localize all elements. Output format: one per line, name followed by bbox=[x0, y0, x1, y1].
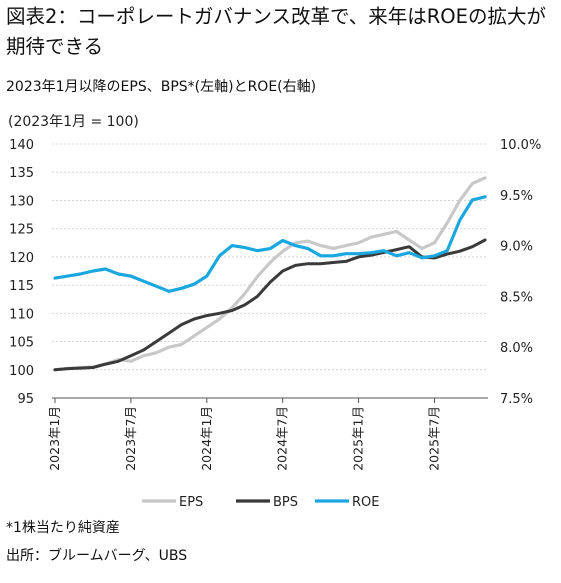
left-tick-label: 140 bbox=[9, 138, 34, 153]
left-tick-label: 100 bbox=[9, 364, 34, 379]
left-tick-label: 135 bbox=[9, 166, 34, 181]
x-tick-label: 2023年1月 bbox=[47, 406, 62, 471]
left-tick-label: 115 bbox=[9, 279, 34, 294]
left-tick-label: 120 bbox=[9, 251, 34, 266]
line-chart: (2023年1月 = 100) 95 100 105 110 115 120 125 130 1… bbox=[8, 114, 541, 510]
index-note: (2023年1月 = 100) bbox=[8, 114, 139, 130]
left-tick-label: 95 bbox=[17, 392, 34, 407]
chart-subtitle: 2023年1月以降のEPS、BPS*(左軸)とROE(右軸) bbox=[6, 79, 317, 95]
source-note: 出所：ブルームバーグ、UBS bbox=[6, 548, 188, 564]
x-tick-label: 2024年1月 bbox=[199, 406, 214, 471]
series-line-bps bbox=[53, 238, 487, 372]
x-tick-label: 2025年1月 bbox=[351, 406, 366, 471]
chart-title: 図表2：コーポレートガバナンス改革で、来年はROEの拡大が期待できる bbox=[6, 5, 546, 58]
footnote-bps: *1株当たり純資産 bbox=[6, 520, 120, 536]
series-line-roe bbox=[53, 195, 487, 293]
left-tick-label: 110 bbox=[9, 307, 34, 322]
right-tick-label: 9.0% bbox=[500, 240, 533, 255]
right-tick-label: 10.0% bbox=[500, 138, 541, 153]
x-tick-label: 2023年7月 bbox=[123, 406, 138, 471]
x-tick-label: 2025年7月 bbox=[427, 406, 442, 471]
x-axis-ticks: 2023年1月 2023年7月 2024年1月 2024年7月 2025年1月 2025年… bbox=[47, 398, 442, 471]
legend: EPS BPS ROE bbox=[142, 495, 379, 510]
series-lines bbox=[53, 176, 487, 372]
legend-label-roe: ROE bbox=[352, 495, 379, 510]
series-line-eps bbox=[53, 176, 487, 372]
left-tick-label: 130 bbox=[9, 194, 34, 209]
left-axis-ticks: 95 100 105 110 115 120 125 130 135 140 bbox=[9, 138, 34, 407]
legend-label-eps: EPS bbox=[179, 495, 203, 510]
right-tick-label: 9.5% bbox=[500, 189, 533, 204]
x-tick-label: 2024年7月 bbox=[275, 406, 290, 471]
grid-lines bbox=[52, 143, 488, 399]
legend-label-bps: BPS bbox=[273, 495, 298, 510]
left-tick-label: 105 bbox=[9, 336, 34, 351]
right-tick-label: 7.5% bbox=[500, 392, 533, 407]
right-tick-label: 8.5% bbox=[500, 290, 533, 305]
right-axis-ticks: 7.5% 8.0% 8.5% 9.0% 9.5% 10.0% bbox=[500, 138, 541, 407]
left-tick-label: 125 bbox=[9, 223, 34, 238]
right-tick-label: 8.0% bbox=[500, 341, 533, 356]
